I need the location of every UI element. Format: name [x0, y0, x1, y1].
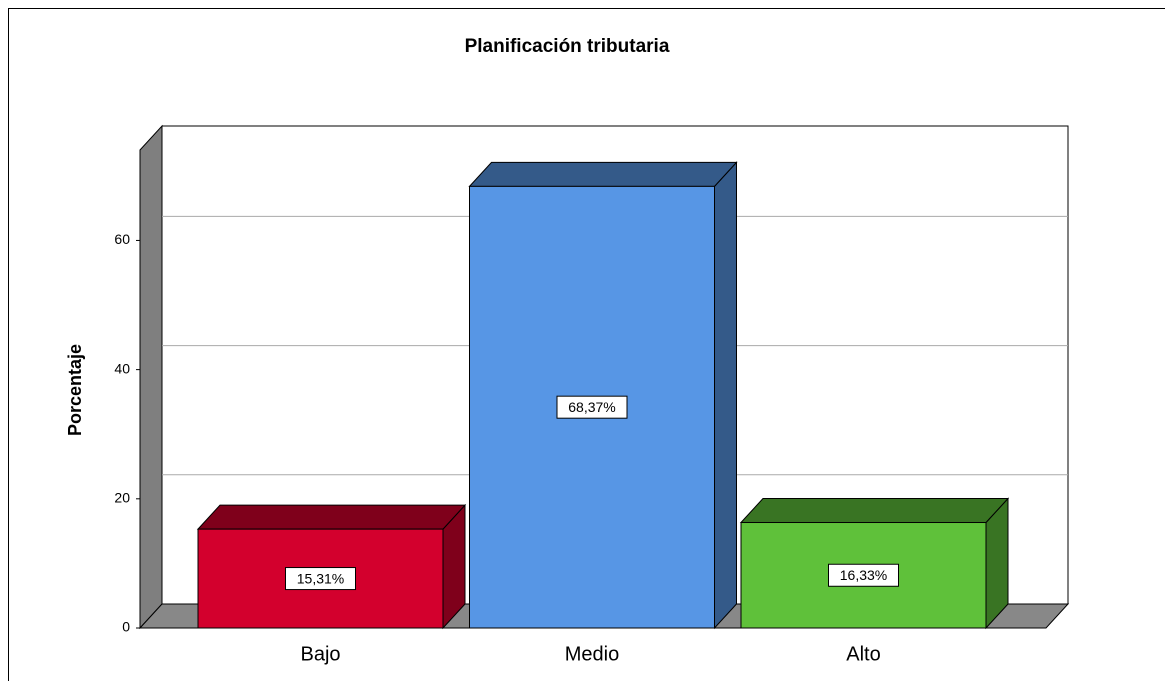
- chart-title: Planificación tributaria: [465, 36, 670, 57]
- x-tick-label: Bajo: [300, 643, 340, 665]
- bar-top: [739, 498, 1010, 524]
- value-label: 68,37%: [568, 399, 615, 415]
- y-axis-label: Porcentaje: [65, 344, 85, 436]
- y-tick-label: 60: [114, 231, 130, 247]
- value-label-box: [556, 395, 628, 419]
- bar-side: [714, 161, 737, 630]
- value-label-box: [828, 563, 899, 587]
- value-label: 16,33%: [840, 567, 887, 583]
- value-label-box: [285, 567, 356, 591]
- y-tick-label: 40: [114, 360, 130, 376]
- x-tick-label: Alto: [846, 643, 880, 665]
- value-label: 15,31%: [297, 570, 344, 586]
- y-tick-label: 0: [122, 619, 130, 635]
- bar-top: [196, 504, 467, 530]
- x-tick-label: Medio: [565, 643, 619, 665]
- bar-top: [468, 161, 738, 187]
- y-tick-label: 20: [114, 490, 130, 506]
- side-wall: [139, 124, 163, 630]
